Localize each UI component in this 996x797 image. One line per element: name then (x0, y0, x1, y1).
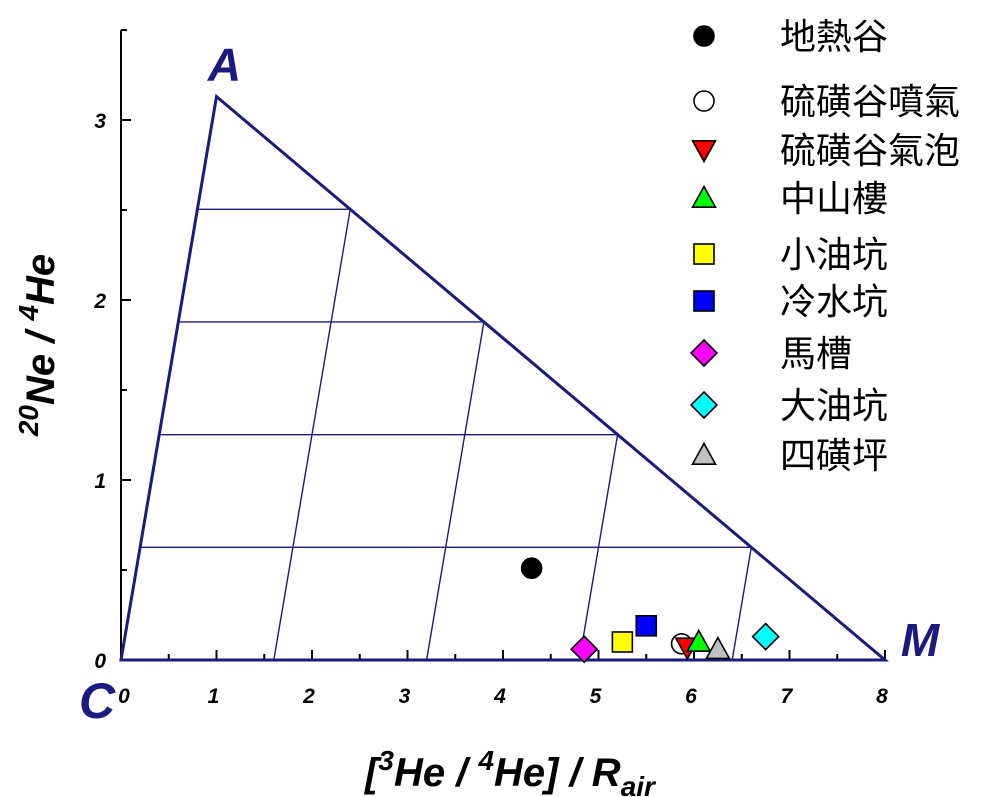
legend-item: 四磺坪 (691, 436, 888, 477)
legend-label: 四磺坪 (780, 436, 888, 477)
y-axis-title: 20Ne / 4He (13, 254, 63, 437)
legend-marker (693, 90, 715, 112)
x-tick-label: 5 (590, 685, 602, 708)
legend-label: 大油坑 (780, 386, 888, 427)
ternary-grid-line (578, 434, 619, 661)
x-tick-label: 7 (781, 685, 794, 708)
y-tick-label: 0 (94, 650, 106, 673)
legend-label: 馬槽 (780, 334, 852, 375)
legend-item: 大油坑 (689, 386, 888, 427)
legend-item: 中山樓 (691, 179, 888, 220)
x-tick-label: 8 (876, 685, 888, 708)
legend-marker (689, 390, 719, 420)
data-point (705, 636, 731, 660)
legend-marker (691, 140, 717, 164)
x-tick-label: 1 (208, 685, 220, 708)
legend-item: 硫磺谷噴氣 (693, 82, 960, 123)
legend-marker (689, 338, 719, 368)
y-tick-label: 2 (93, 290, 106, 313)
y-tick-label: 1 (94, 470, 106, 493)
ternary-outline (119, 93, 890, 662)
legend-label: 小油坑 (780, 235, 888, 276)
legend-marker (693, 243, 715, 265)
legend-marker (691, 441, 717, 466)
data-point (635, 614, 658, 637)
x-axis-title: [3He / 4He] / Rair (363, 745, 657, 797)
axes: 0 1 2 3 4 5 6 7 8 0 1 2 3 (93, 29, 888, 708)
legend-item: 小油坑 (693, 235, 888, 276)
vertex-label-m: M (901, 614, 941, 666)
data-point (751, 622, 780, 651)
legend-item: 地熱谷 (693, 17, 888, 58)
data-points (520, 557, 780, 664)
legend-marker (693, 25, 715, 47)
data-point (520, 557, 543, 580)
x-tick-label: 2 (302, 685, 315, 708)
ternary-grid-line (425, 321, 485, 661)
legend-label: 硫磺谷氣泡 (780, 131, 960, 172)
x-tick-label: 6 (685, 685, 697, 708)
legend-marker (693, 290, 715, 312)
legend-label: 硫磺谷噴氣 (780, 82, 960, 123)
data-point (611, 631, 634, 653)
vertex-label-a: A (207, 39, 241, 91)
legend-label: 冷水坑 (780, 282, 888, 323)
legend-item: 硫磺谷氣泡 (691, 131, 960, 172)
legend-label: 中山樓 (780, 179, 888, 220)
legend-marker (691, 184, 717, 208)
ternary-triangle: A C M (79, 39, 941, 729)
data-point (685, 628, 712, 653)
vertex-label-c: C (79, 673, 116, 729)
legend-item: 馬槽 (689, 334, 852, 375)
legend-item: 冷水坑 (693, 282, 888, 323)
x-tick-label: 4 (493, 685, 506, 708)
ternary-grid-line (731, 547, 752, 661)
x-tick-label: 0 (118, 685, 130, 708)
data-point (570, 635, 599, 664)
y-tick-label: 3 (94, 110, 106, 133)
legend-label: 地熱谷 (780, 17, 888, 58)
x-tick-label: 3 (399, 685, 411, 708)
